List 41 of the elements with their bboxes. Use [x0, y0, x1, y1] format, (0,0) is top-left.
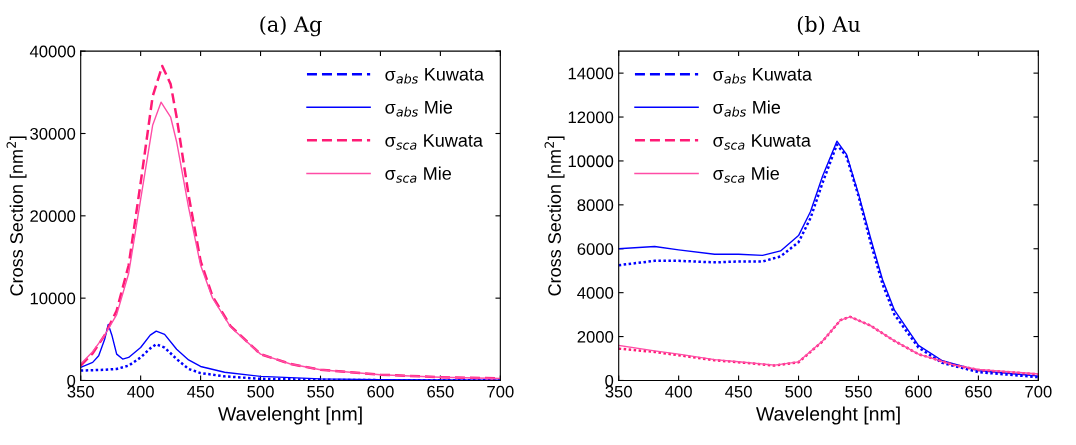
x-tick-label: 650	[427, 385, 454, 398]
x-axis-title: Wavelenght [nm]	[756, 406, 900, 425]
y-tick-label: 20000	[30, 210, 76, 223]
y-tick-label: 30000	[30, 127, 76, 140]
legend-label: σ$_{sca}$ Mie	[385, 166, 451, 183]
legend-label: σ$_{abs}$ Kuwata	[713, 68, 812, 84]
x-tick-label: 350	[605, 385, 632, 398]
y-tick-label: 10000	[30, 292, 76, 305]
y-tick-label: 6000	[577, 243, 614, 255]
legend-label: σ$_{sca}$ Kuwata	[713, 134, 811, 150]
y-axis-title: Cross Section [nm$^{2}$]	[544, 136, 565, 296]
x-tick-label: 600	[367, 385, 394, 398]
x-tick-label: 450	[187, 385, 214, 398]
legend-label: σ$_{sca}$ Kuwata	[385, 134, 483, 150]
x-tick-label: 350	[67, 385, 94, 398]
x-tick-label: 550	[845, 385, 872, 398]
y-tick-label: 2000	[577, 330, 614, 343]
y-tick-label: 14000	[568, 67, 614, 80]
chart-title: (a) Ag	[260, 15, 322, 37]
chart-title: (b) Au	[797, 15, 861, 35]
x-tick-label: 450	[725, 385, 752, 398]
legend-label: σ$_{sca}$ Mie	[713, 166, 779, 183]
x-tick-label: 400	[127, 385, 154, 398]
y-tick-label: 8000	[577, 199, 614, 212]
y-axis-title: Cross Section [nm$^{2}$]	[6, 136, 27, 296]
legend-label: σ$_{abs}$ Mie	[713, 100, 781, 117]
y-tick-label: 40000	[29, 45, 76, 58]
x-tick-label: 650	[965, 385, 992, 398]
x-axis-title: Wavelenght [nm]	[218, 406, 362, 425]
y-tick-label: 4000	[577, 287, 614, 299]
x-tick-label: 400	[665, 385, 692, 398]
legend-label: σ$_{abs}$ Kuwata	[385, 68, 485, 84]
x-tick-label: 550	[307, 385, 334, 398]
x-tick-label: 500	[785, 385, 812, 398]
x-tick-label: 500	[247, 385, 274, 398]
x-tick-label: 600	[905, 385, 932, 398]
x-tick-label: 700	[1025, 385, 1052, 398]
y-tick-label: 10000	[568, 155, 614, 168]
y-tick-label: 12000	[568, 111, 614, 124]
x-tick-label: 700	[487, 385, 514, 398]
legend-label: σ$_{abs}$ Mie	[385, 100, 453, 117]
